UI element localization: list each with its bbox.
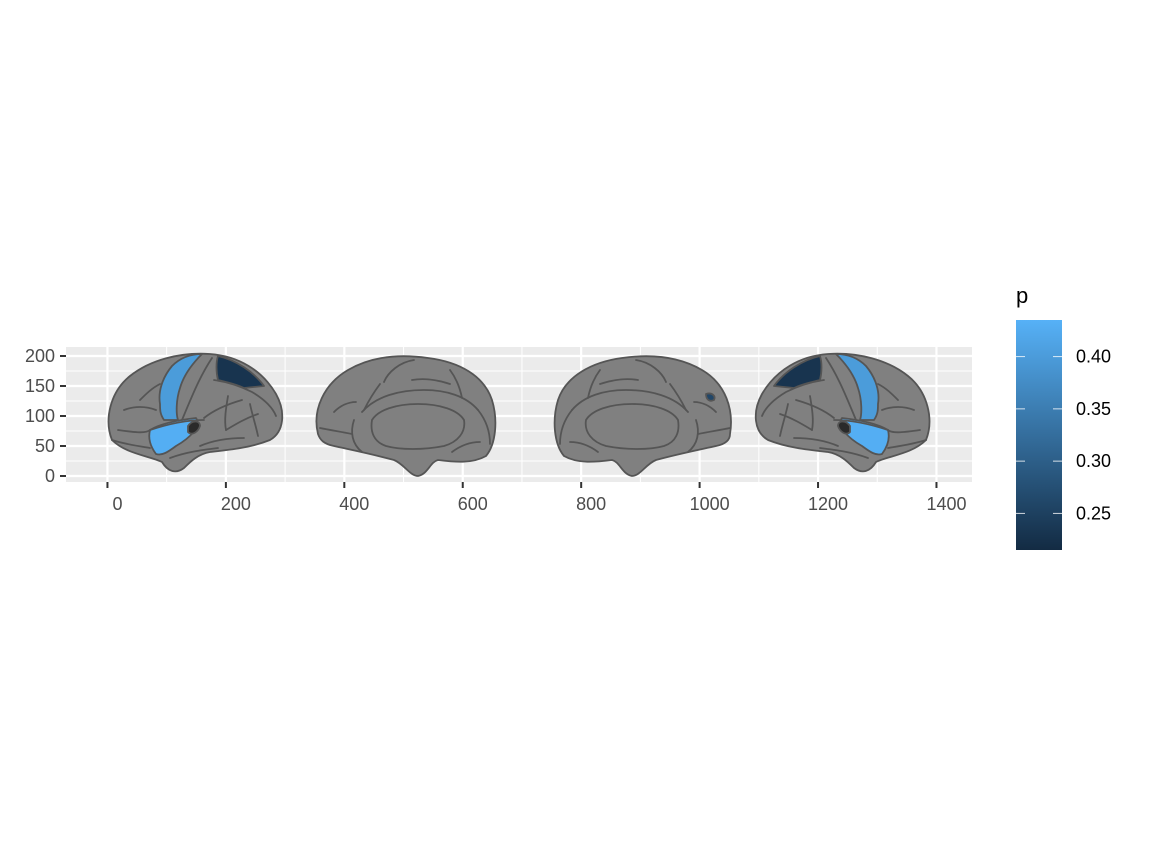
- left-medial-callosum: [370, 403, 466, 450]
- left-lateral-boundaries: [111, 357, 277, 459]
- right-medial-view: [553, 355, 732, 477]
- legend-label: 0.40: [1076, 347, 1111, 367]
- y-tick-label: 200: [25, 346, 55, 366]
- right-lateral-view: [754, 352, 931, 473]
- legend-label: 0.25: [1076, 503, 1111, 523]
- left-medial-view: [315, 355, 497, 477]
- legend-title: p: [1016, 283, 1028, 308]
- x-tick-label: 800: [576, 494, 606, 514]
- left-lateral-precentral: [158, 353, 203, 421]
- legend: p 0.25 0.30 0.35 0.40: [1016, 283, 1111, 550]
- right-lateral-boundaries: [761, 357, 927, 459]
- y-tick-label: 0: [45, 466, 55, 486]
- x-tick-label: 600: [458, 494, 488, 514]
- left-lateral-insula: [187, 420, 201, 435]
- legend-label: 0.35: [1076, 399, 1111, 419]
- y-tick-label: 50: [35, 436, 55, 456]
- y-tick-label: 150: [25, 376, 55, 396]
- axes: 0 200 400 600 800 1000 1200 1400 0 50 100 150 200: [25, 346, 967, 514]
- brain-surfaces: [107, 352, 931, 477]
- y-tick-label: 100: [25, 406, 55, 426]
- right-medial-small-region: [705, 392, 716, 402]
- legend-label: 0.30: [1076, 451, 1111, 471]
- x-tick-label: 200: [221, 494, 251, 514]
- left-medial-boundaries: [319, 359, 491, 453]
- right-lateral-insula: [837, 420, 851, 435]
- x-tick-label: 1400: [926, 494, 966, 514]
- x-tick-label: 400: [339, 494, 369, 514]
- x-tick-label: 1000: [690, 494, 730, 514]
- right-lateral-precentral: [835, 353, 880, 421]
- right-medial-boundaries: [559, 359, 731, 453]
- legend-ticks: 0.25 0.30 0.35 0.40: [1016, 347, 1111, 523]
- colorbar: [1016, 320, 1062, 550]
- right-medial-callosum: [584, 403, 680, 450]
- x-tick-label: 1200: [808, 494, 848, 514]
- x-tick-label: 0: [112, 494, 122, 514]
- left-lateral-view: [107, 352, 284, 473]
